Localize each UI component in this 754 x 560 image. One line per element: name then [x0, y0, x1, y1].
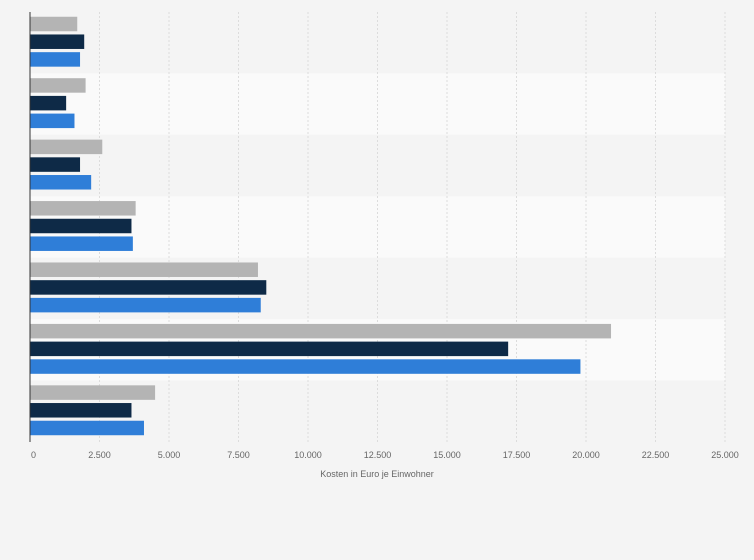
row-band [30, 196, 725, 258]
x-tick-label: 25.000 [711, 450, 739, 460]
bar[interactable] [30, 201, 136, 216]
bar[interactable] [30, 139, 103, 155]
x-tick-label: 10.000 [294, 450, 322, 460]
bar[interactable] [30, 218, 132, 234]
bar[interactable] [30, 113, 75, 129]
bar[interactable] [30, 297, 261, 313]
bar[interactable] [30, 341, 509, 357]
bars [30, 16, 612, 436]
bar[interactable] [30, 385, 156, 400]
bar[interactable] [30, 359, 581, 374]
bar[interactable] [30, 403, 132, 418]
bar[interactable] [30, 78, 86, 93]
x-tick-label: 20.000 [572, 450, 600, 460]
x-tick-label: 17.500 [503, 450, 531, 460]
bar[interactable] [30, 95, 67, 111]
x-tick-label: 7.500 [227, 450, 250, 460]
row-band [30, 12, 725, 74]
bar[interactable] [30, 175, 92, 190]
x-tick-label: 15.000 [433, 450, 461, 460]
bar[interactable] [30, 420, 144, 436]
bar[interactable] [30, 16, 78, 32]
x-tick-labels: 0 2.500 5.000 7.500 10.000 12.500 15.000 17.500… [31, 450, 739, 460]
x-tick-label: 12.500 [364, 450, 392, 460]
bar[interactable] [30, 262, 258, 277]
bar[interactable] [30, 236, 133, 251]
x-tick-label: 22.500 [642, 450, 670, 460]
x-tick-label: 0 [31, 450, 36, 460]
x-tick-label: 5.000 [158, 450, 181, 460]
bar[interactable] [30, 280, 267, 295]
bar[interactable] [30, 323, 612, 339]
bar[interactable] [30, 34, 85, 49]
x-tick-label: 2.500 [88, 450, 111, 460]
x-axis-title: Kosten in Euro je Einwohner [320, 469, 434, 479]
bar[interactable] [30, 157, 81, 172]
bar[interactable] [30, 52, 81, 67]
